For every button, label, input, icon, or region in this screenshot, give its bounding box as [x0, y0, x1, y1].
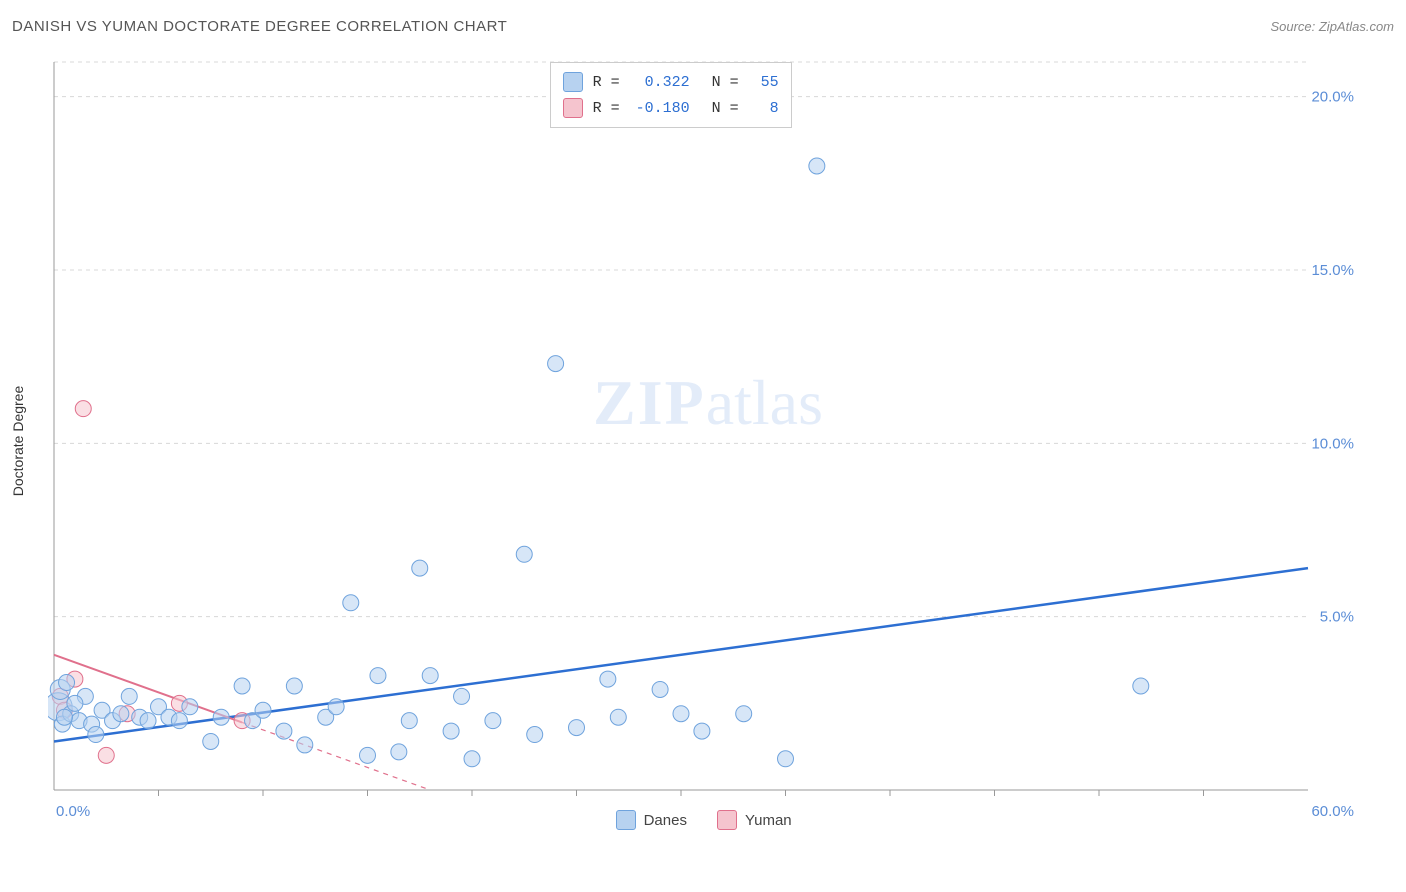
legend-series: Danes Yuman [616, 810, 792, 830]
svg-text:10.0%: 10.0% [1311, 435, 1354, 452]
legend-item: Yuman [717, 810, 792, 830]
r-label: R = [593, 74, 620, 91]
chart-area: Doctorate Degree ZIPatlas 5.0%10.0%15.0%… [48, 56, 1368, 826]
svg-text:15.0%: 15.0% [1311, 262, 1354, 279]
svg-text:5.0%: 5.0% [1320, 609, 1354, 626]
legend-stat-row: R = -0.180 N = 8 [563, 95, 779, 121]
r-label: R = [593, 100, 620, 117]
legend-swatch [717, 810, 737, 830]
n-value: 8 [749, 100, 779, 117]
legend-swatch [563, 72, 583, 92]
chart-title: DANISH VS YUMAN DOCTORATE DEGREE CORRELA… [12, 18, 507, 35]
svg-text:0.0%: 0.0% [56, 803, 90, 820]
n-label: N = [712, 100, 739, 117]
chart-header: DANISH VS YUMAN DOCTORATE DEGREE CORRELA… [12, 18, 1394, 35]
svg-text:20.0%: 20.0% [1311, 89, 1354, 106]
legend-label: Danes [644, 812, 687, 829]
scatter-plot: 5.0% 10.0% 15.0% 20.0% 0.0% 60.0% [48, 56, 1368, 826]
legend-item: Danes [616, 810, 687, 830]
r-value: -0.180 [630, 100, 690, 117]
svg-text:60.0%: 60.0% [1311, 803, 1354, 820]
legend-swatch [563, 98, 583, 118]
legend-swatch [616, 810, 636, 830]
n-label: N = [712, 74, 739, 91]
legend-stat-row: R = 0.322 N = 55 [563, 69, 779, 95]
legend-stats: R = 0.322 N = 55 R = -0.180 N = 8 [550, 62, 792, 128]
legend-label: Yuman [745, 812, 792, 829]
y-axis-label: Doctorate Degree [10, 386, 26, 497]
n-value: 55 [749, 74, 779, 91]
chart-source: Source: ZipAtlas.com [1270, 19, 1394, 34]
r-value: 0.322 [630, 74, 690, 91]
